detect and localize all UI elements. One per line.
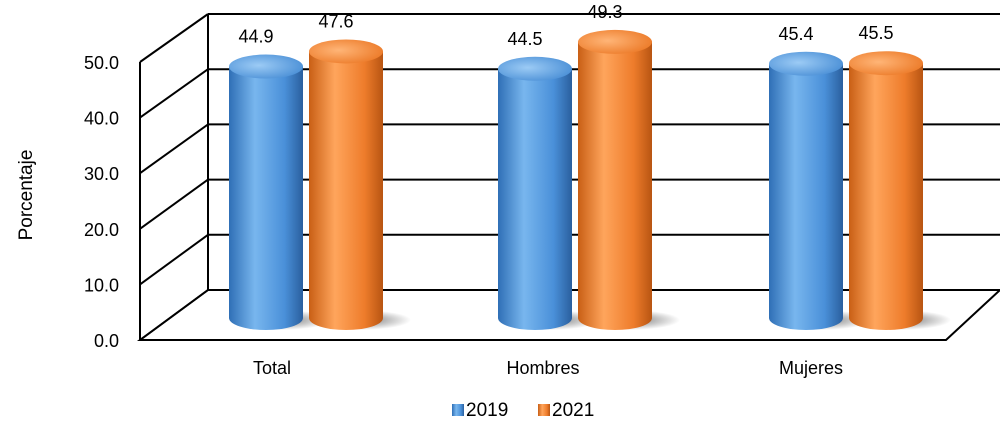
bar-2021-total [309, 51, 383, 330]
bar-cap [309, 39, 383, 64]
gridline-side [139, 233, 209, 286]
bar-cap [498, 56, 572, 81]
x-tick-label: Hombres [506, 358, 579, 378]
y-tick-label: 40.0 [84, 109, 119, 129]
bar-2021-hombres [578, 41, 652, 331]
legend: 2019 2021 [452, 400, 594, 421]
data-label: 44.9 [238, 27, 273, 47]
x-axis-labels: Total Hombres Mujeres [253, 358, 843, 378]
bar-2021-mujeres [849, 63, 923, 330]
y-axis-title: Porcentaje [16, 150, 37, 241]
legend-swatch [452, 404, 464, 416]
legend-label: 2019 [466, 400, 508, 421]
y-axis: 0.0 10.0 20.0 30.0 40.0 50.0 [84, 53, 946, 351]
y-tick-label: 30.0 [84, 164, 119, 184]
bar-2019-hombres [498, 68, 572, 331]
data-label: 45.5 [858, 23, 893, 43]
y-tick-label: 10.0 [84, 275, 119, 295]
bar-2019-mujeres [769, 63, 843, 330]
bar-2019-total [229, 66, 303, 330]
y-tick-label: 0.0 [94, 331, 119, 351]
y-tick-label: 50.0 [84, 53, 119, 73]
legend-swatch [538, 404, 550, 416]
legend-label: 2021 [552, 400, 594, 421]
gridline-side [139, 68, 209, 119]
gridline-side [139, 13, 209, 63]
y-tick-label: 20.0 [84, 220, 119, 240]
gridline-side [139, 123, 209, 175]
bar-cap [578, 29, 652, 54]
bar-cap [849, 51, 923, 76]
bars [229, 29, 951, 331]
data-label: 49.3 [587, 2, 622, 22]
data-label: 44.5 [507, 29, 542, 49]
bar-cap [229, 54, 303, 79]
data-labels: 44.9 47.6 44.5 49.3 45.4 45.5 [238, 2, 893, 49]
x-tick-label: Mujeres [779, 358, 843, 378]
x-tick-label: Total [253, 358, 291, 378]
data-label: 45.4 [778, 24, 813, 44]
gridline-side [139, 178, 209, 230]
data-label: 47.6 [318, 11, 353, 31]
bar-cap [769, 51, 843, 76]
